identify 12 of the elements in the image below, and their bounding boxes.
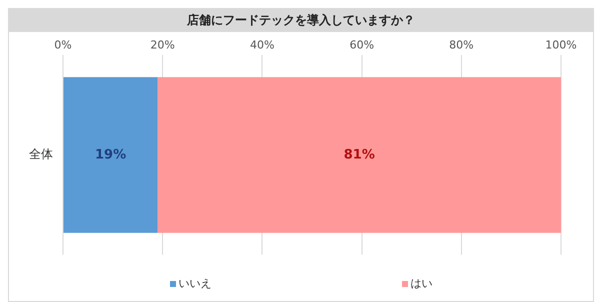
y-tick-label: 全体	[29, 147, 53, 162]
data-label: 19%	[94, 147, 126, 162]
x-tick-label: 0%	[54, 38, 72, 52]
x-tick-label: 60%	[350, 38, 374, 52]
legend-label: いいえ	[178, 276, 212, 291]
x-tick-label: 40%	[250, 38, 274, 52]
x-tick-label: 20%	[150, 38, 175, 52]
data-label: 81%	[344, 147, 375, 162]
x-tick-label: 100%	[545, 38, 577, 52]
legend-label: はい	[410, 276, 432, 291]
chart-title: 店舗にフードテックを導入していますか？	[9, 9, 593, 32]
x-tick-label: 80%	[449, 38, 474, 52]
